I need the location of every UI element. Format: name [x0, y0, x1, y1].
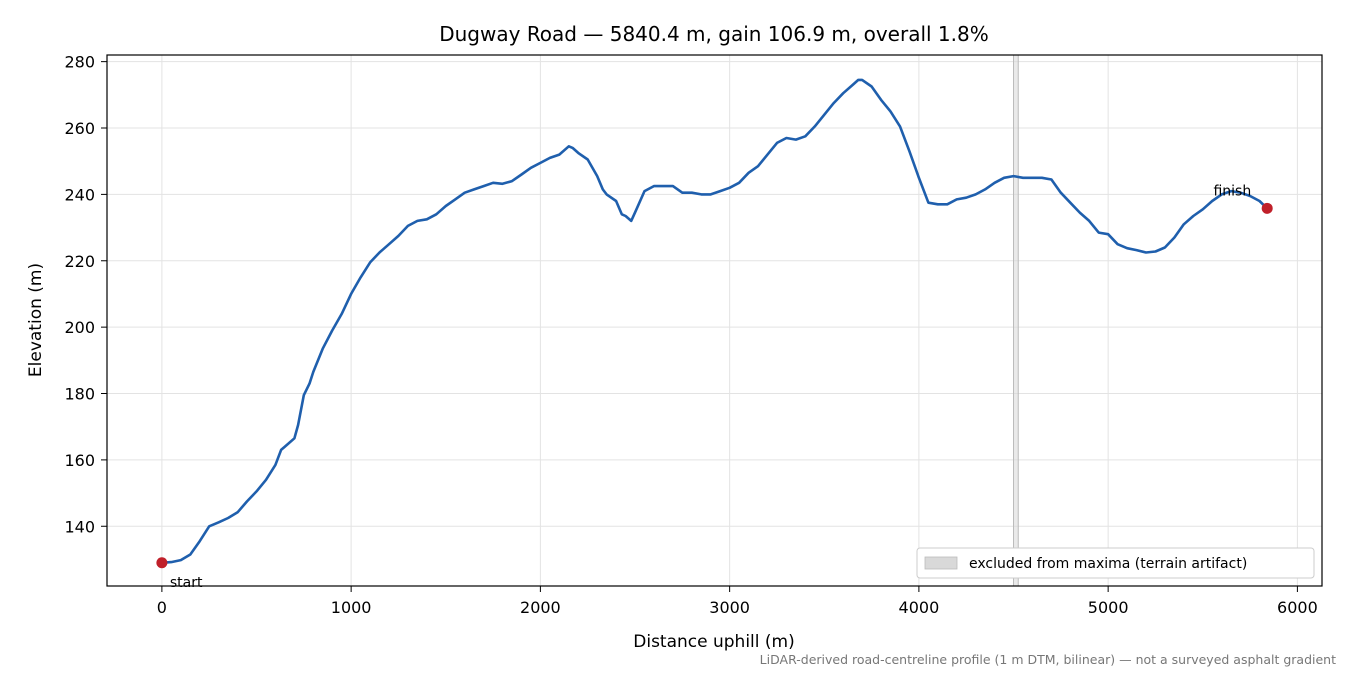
excluded-band [1013, 54, 1019, 587]
y-tick-label: 240 [64, 185, 95, 204]
y-tick-label: 280 [64, 53, 95, 72]
y-tick-label: 180 [64, 385, 95, 404]
y-tick-label: 260 [64, 119, 95, 138]
x-tick-label: 6000 [1277, 598, 1318, 617]
chart-title: Dugway Road — 5840.4 m, gain 106.9 m, ov… [439, 22, 989, 46]
elevation-line [161, 78, 1269, 565]
excluded-band-rect [1013, 54, 1019, 587]
y-tick-label: 220 [64, 252, 95, 271]
y-tick-label: 140 [64, 517, 95, 536]
x-tick-label: 3000 [709, 598, 750, 617]
x-tick-label: 2000 [520, 598, 561, 617]
x-tick-label: 5000 [1088, 598, 1129, 617]
legend-box [916, 547, 1315, 579]
y-tick-label: 160 [64, 451, 95, 470]
endpoint-markers: start finish [156, 183, 1273, 591]
x-axis-title: Distance uphill (m) [633, 632, 794, 652]
start-marker [156, 557, 168, 569]
finish-marker [1261, 202, 1273, 214]
start-label: start [170, 575, 203, 591]
footnote: LiDAR-derived road-centreline profile (1… [760, 652, 1336, 667]
y-tick-label: 200 [64, 318, 95, 337]
x-tick-label: 4000 [899, 598, 940, 617]
x-axis-ticks: 0 1000 2000 3000 4000 5000 6000 [157, 586, 1318, 617]
finish-label: finish [1213, 183, 1251, 199]
x-tick-label: 0 [157, 598, 167, 617]
y-axis-ticks: 140 160 180 200 220 240 260 280 [64, 53, 107, 536]
legend-label: excluded from maxima (terrain artifact) [969, 556, 1247, 572]
legend: excluded from maxima (terrain artifact) [916, 547, 1315, 579]
grid-lines [107, 55, 1322, 586]
plot-frame [106, 54, 1323, 587]
y-axis-title: Elevation (m) [26, 263, 46, 377]
legend-swatch [924, 556, 958, 570]
x-tick-label: 1000 [331, 598, 372, 617]
elevation-series [161, 78, 1269, 565]
